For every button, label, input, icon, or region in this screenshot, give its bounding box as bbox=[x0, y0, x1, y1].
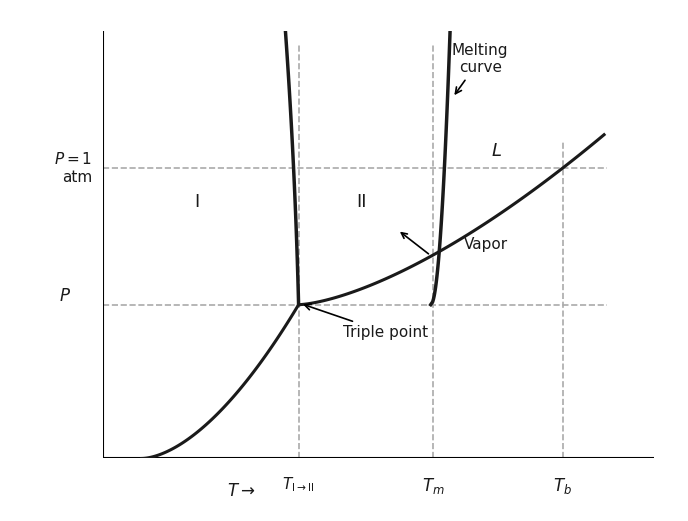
Text: II: II bbox=[356, 193, 367, 211]
Text: Melting
curve: Melting curve bbox=[452, 43, 508, 94]
Text: I: I bbox=[194, 193, 200, 211]
Text: $P = 1$
atm: $P = 1$ atm bbox=[54, 151, 92, 184]
Text: $T\rightarrow$: $T\rightarrow$ bbox=[226, 482, 255, 500]
Text: Vapor: Vapor bbox=[464, 238, 508, 252]
Text: Triple point: Triple point bbox=[305, 304, 428, 340]
Text: $T_{\rm I\rightarrow II}$: $T_{\rm I\rightarrow II}$ bbox=[282, 476, 315, 494]
Text: $T_m$: $T_m$ bbox=[422, 476, 444, 495]
Text: $P$: $P$ bbox=[58, 287, 71, 305]
Text: $L$: $L$ bbox=[491, 142, 502, 160]
Text: $T_b$: $T_b$ bbox=[553, 476, 572, 495]
